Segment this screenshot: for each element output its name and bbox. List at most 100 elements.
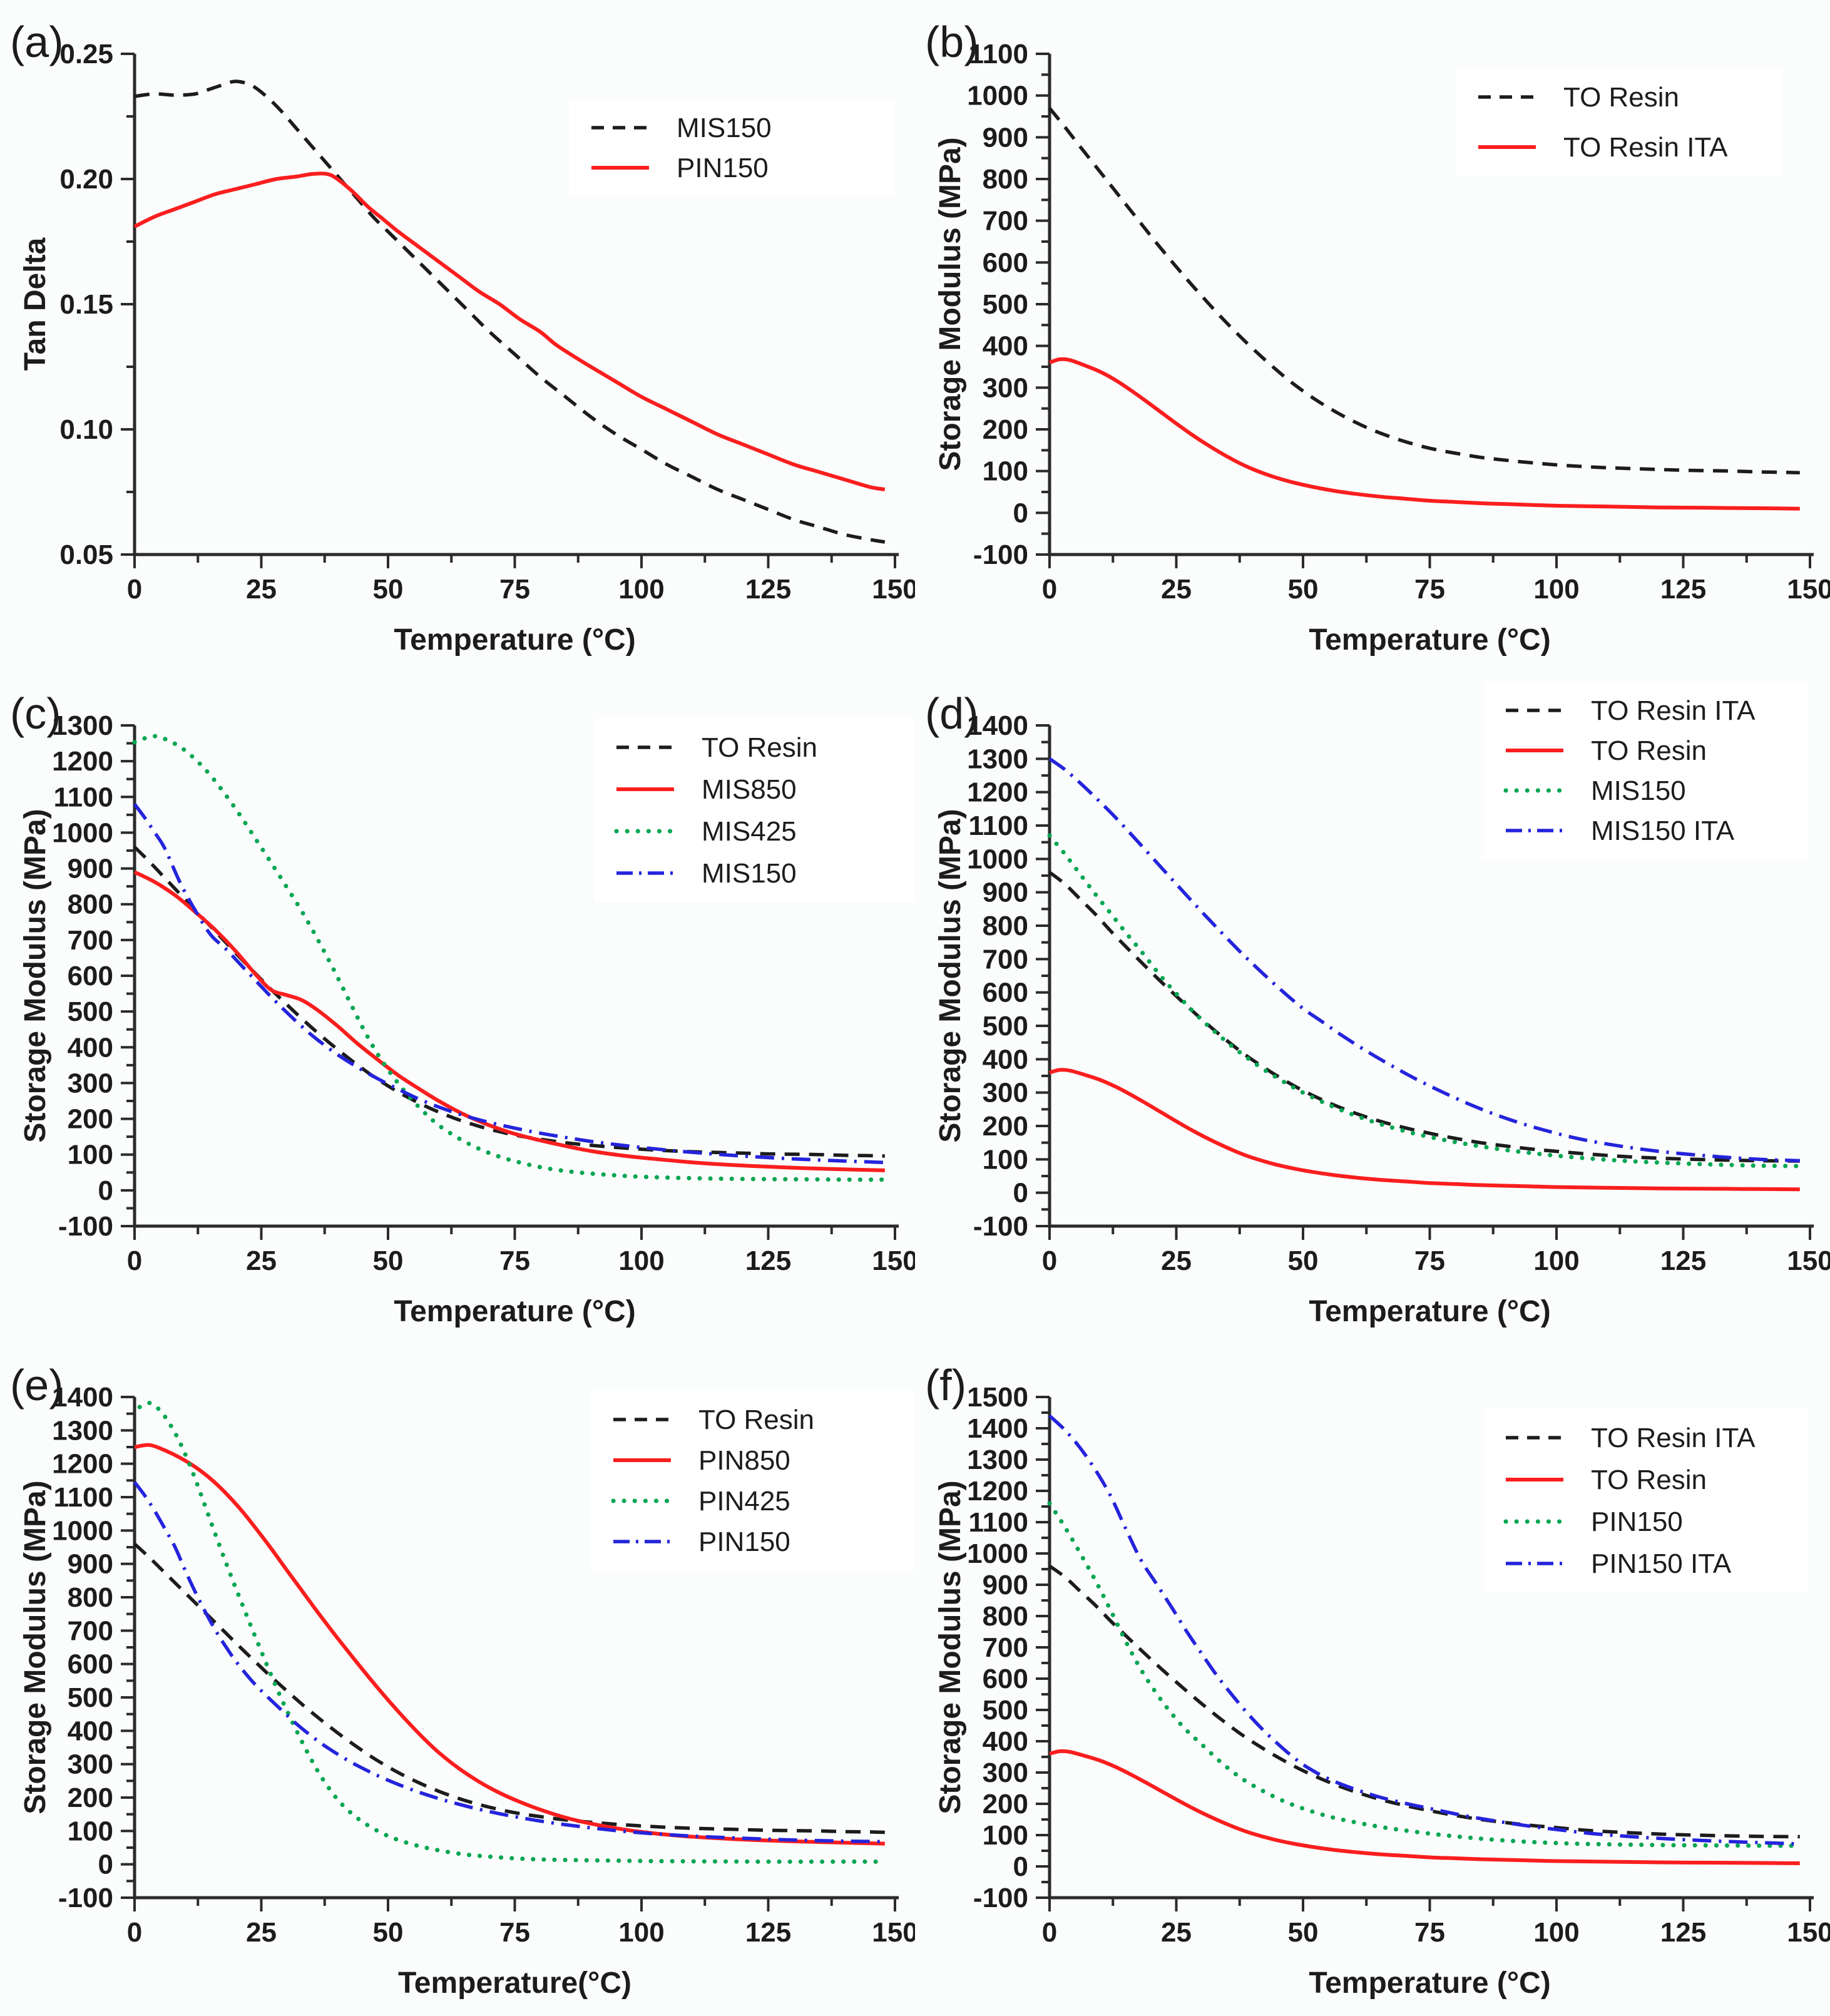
y-tick-label: 1200 [967, 1476, 1028, 1507]
legend-entry: TO Resin [1478, 82, 1679, 113]
tick-labels: -100010020030040050060070080090010001100… [967, 710, 1830, 1276]
y-tick-label: 1200 [967, 777, 1028, 808]
panel-a-label: (a) [10, 18, 64, 66]
legend: MIS150 PIN150 [569, 99, 894, 197]
ticks [121, 1396, 896, 1911]
x-axis-title: Temperature (°C) [394, 1295, 635, 1328]
ticks [1036, 724, 1811, 1240]
ticks [121, 724, 896, 1240]
x-tick-label: 0 [1042, 574, 1057, 605]
y-tick-label: 900 [983, 1570, 1028, 1600]
y-tick-label: 500 [983, 1695, 1028, 1726]
legend-entry: MIS425 [614, 816, 797, 847]
y-tick-label: -100 [973, 1883, 1028, 1913]
ticks [121, 53, 896, 568]
legend-box [1483, 1409, 1809, 1592]
panel-e: -100 0 100 200 300 400 500 600 700 800 900 1000 1100… [0, 1343, 915, 2015]
y-tick-label: 900 [68, 854, 113, 884]
series-group [133, 79, 886, 544]
x-tick-label: 125 [745, 574, 791, 605]
y-tick-label: 0 [1013, 498, 1028, 528]
legend-label: PIN150 [1591, 1507, 1683, 1537]
panel-d: -100 0 100 200 300 400 500 600 700 800 900 1000 1100… [915, 672, 1830, 1343]
y-tick-label: 0 [98, 1175, 113, 1206]
y-tick-label: 1400 [967, 1413, 1028, 1444]
series-mis150 [134, 79, 886, 544]
y-tick-label: 1000 [967, 1538, 1028, 1569]
y-tick-label: 0.05 [59, 540, 113, 570]
legend-box [569, 99, 894, 197]
y-tick-label: 700 [983, 944, 1028, 975]
y-tick-label: 1300 [967, 744, 1028, 774]
y-tick-label: 700 [68, 1615, 113, 1646]
y-tick-label: 1000 [967, 844, 1028, 874]
x-tick-label: 125 [1660, 1917, 1706, 1948]
series-to-resin [133, 1542, 885, 1834]
y-tick-label: 0.20 [59, 164, 113, 195]
x-tick-label: 25 [246, 574, 277, 605]
series-group [1047, 1414, 1802, 1865]
x-tick-label: 75 [499, 1246, 530, 1276]
y-tick-label: 500 [68, 996, 113, 1027]
legend-label: MIS150 [1591, 775, 1686, 806]
y-tick-label: 300 [68, 1749, 113, 1780]
legend-entry: TO Resin ITA [1478, 132, 1728, 163]
series-mis150 [1047, 833, 1802, 1169]
legend-label: PIN150 [698, 1527, 790, 1557]
legend-label: TO Resin [1563, 82, 1679, 113]
y-tick-label: 200 [983, 414, 1028, 445]
y-tick-label: 600 [983, 978, 1028, 1008]
legend-label: MIS150 [702, 858, 797, 889]
y-tick-label: 200 [983, 1789, 1028, 1819]
panel-d-label: (d) [925, 689, 979, 738]
y-tick-label: 600 [68, 961, 113, 991]
x-tick-label: 0 [1042, 1246, 1057, 1276]
x-axis-title: Temperature (°C) [1309, 623, 1550, 657]
series-group [133, 1401, 887, 1864]
x-tick-label: 125 [745, 1917, 791, 1948]
ticks [1036, 1396, 1811, 1911]
legend-entry: PIN150 [613, 1527, 790, 1557]
legend-entry: TO Resin [613, 1405, 814, 1435]
legend: TO Resin PIN850 PIN425 PIN150 [591, 1391, 915, 1570]
chart-d: -100010020030040050060070080090010001100… [934, 682, 1830, 1328]
legend-label: MIS425 [702, 816, 797, 847]
legend-entry: PIN850 [613, 1445, 790, 1476]
y-tick-label: 900 [983, 122, 1028, 153]
x-tick-label: 100 [618, 1246, 664, 1276]
x-tick-label: 150 [1787, 574, 1830, 605]
y-tick-label: 1000 [52, 817, 113, 848]
x-tick-label: 150 [1787, 1917, 1830, 1948]
x-tick-label: 75 [1414, 574, 1445, 605]
y-tick-label: 600 [983, 247, 1028, 278]
legend-label: MIS150 ITA [1591, 816, 1735, 846]
legend-entry: PIN150 [1503, 1507, 1683, 1537]
x-tick-label: 75 [499, 1917, 530, 1948]
panel-a: 0.05 0.10 0.15 0.20 0.25 0 25 50 75 100 125 150 Temp… [0, 0, 915, 672]
series-to-resin [1048, 106, 1800, 475]
y-tick-label: 1000 [967, 81, 1028, 111]
x-tick-label: 50 [1288, 1246, 1319, 1276]
y-tick-label: 300 [983, 372, 1028, 403]
x-tick-label: 100 [1533, 1246, 1579, 1276]
y-tick-label: 1500 [967, 1382, 1028, 1413]
y-tick-label: 800 [983, 911, 1028, 941]
legend-label: PIN850 [698, 1445, 790, 1476]
panel-f: -100 0 100 200 300 400 500 600 700 800 900 1000 1100… [915, 1343, 1830, 2015]
legend-label: TO Resin [1591, 735, 1707, 766]
legend: TO Resin MIS850 MIS425 MIS150 [594, 719, 915, 902]
x-axis-title: Temperature(°C) [398, 1967, 631, 2000]
chart-b: -100010020030040050060070080090010001100… [934, 39, 1830, 657]
y-tick-label: 200 [68, 1783, 113, 1813]
y-tick-label: 1100 [54, 1482, 113, 1513]
y-tick-label: 1400 [967, 710, 1028, 741]
x-tick-label: 25 [246, 1246, 277, 1276]
y-tick-label: 100 [983, 456, 1028, 487]
series-pin850 [134, 1443, 885, 1846]
x-tick-label: 100 [1533, 1917, 1579, 1948]
legend-box [594, 719, 915, 902]
y-axis-title: Storage Modulus (MPa) [934, 137, 967, 471]
legend-label: TO Resin [698, 1405, 814, 1435]
y-axis-title: Storage Modulus (MPa) [19, 1480, 52, 1814]
y-tick-label: 100 [68, 1816, 113, 1846]
